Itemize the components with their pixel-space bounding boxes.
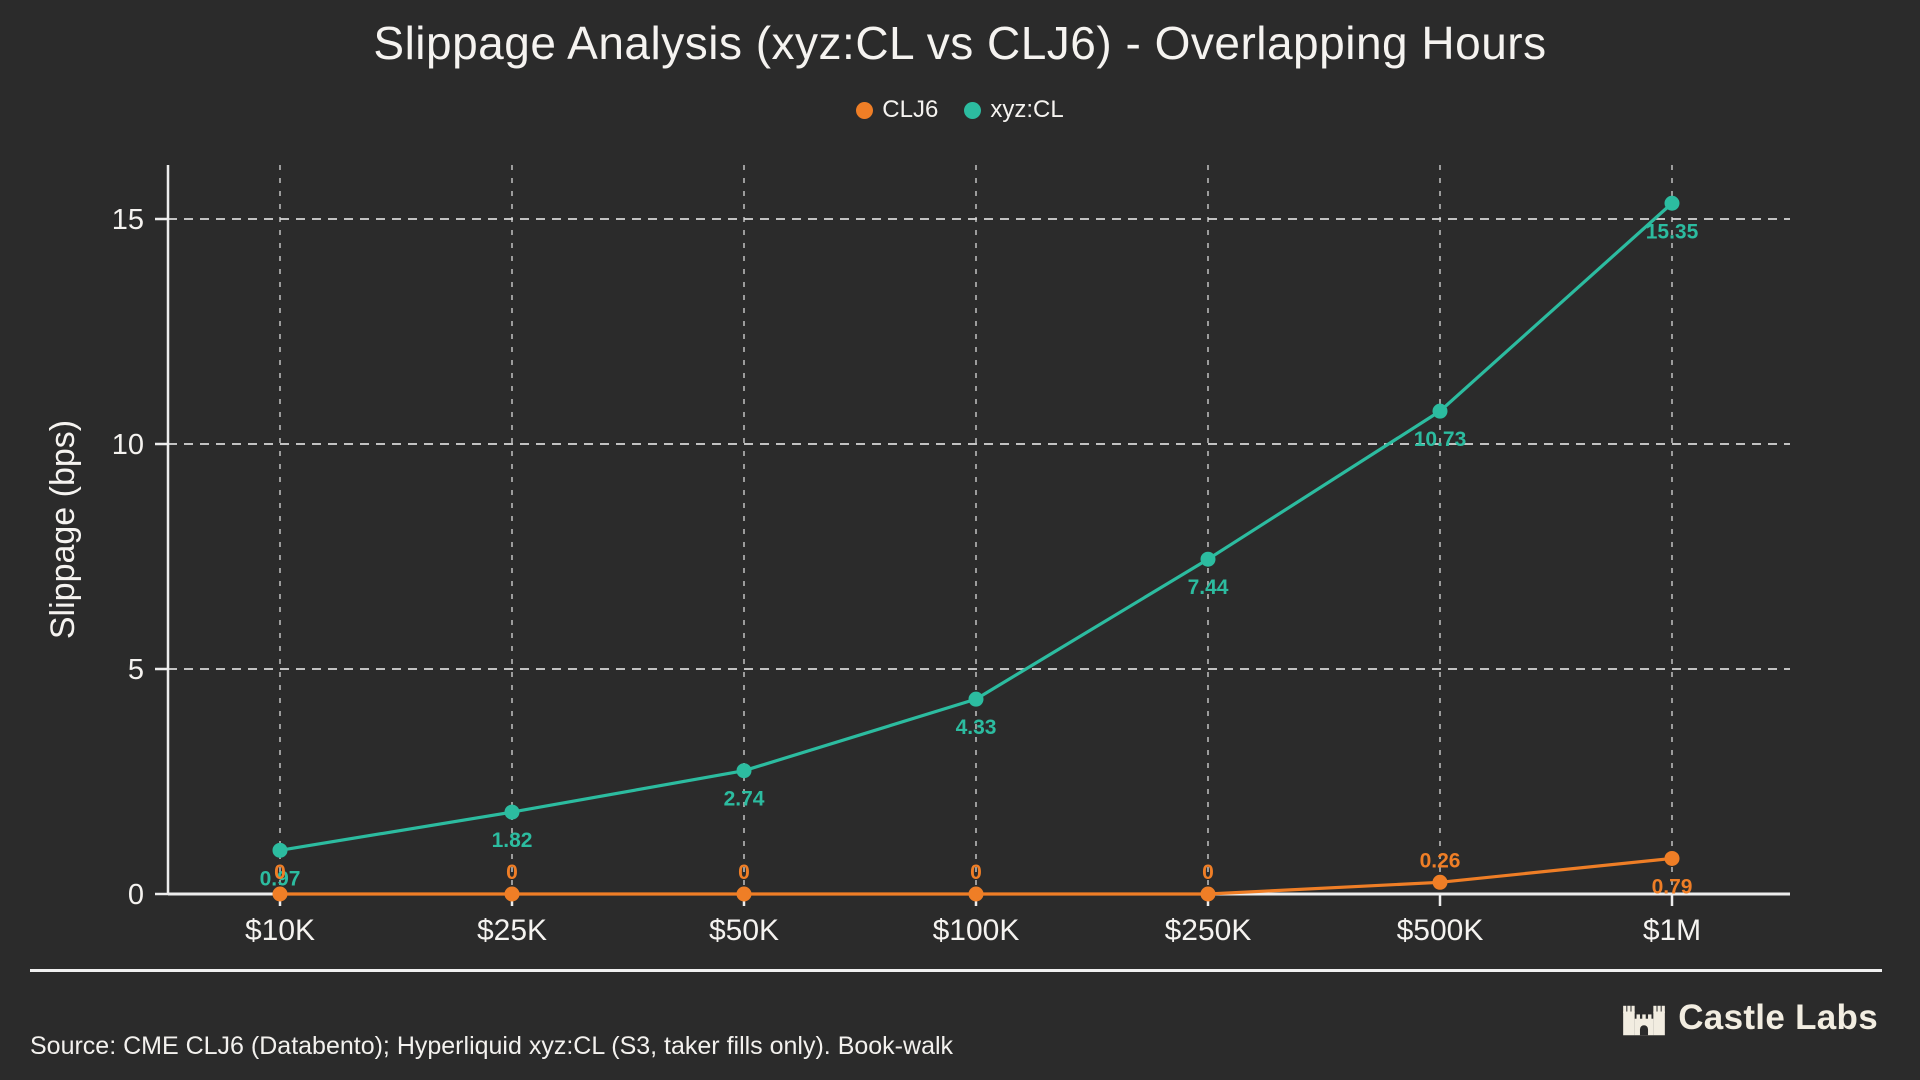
y-tick-label: 5 <box>128 654 144 686</box>
data-point-CLJ6 <box>968 886 984 902</box>
value-label-xyz:CL: 4.33 <box>956 716 997 739</box>
y-axis-title: Slippage (bps) <box>44 420 82 639</box>
chart-title: Slippage Analysis (xyz:CL vs CLJ6) - Ove… <box>373 17 1547 69</box>
legend-item-xyz:CL: xyz:CL <box>964 96 1064 124</box>
chart-legend: CLJ6 xyz:CL <box>0 96 1920 124</box>
castle-icon <box>1623 1005 1666 1036</box>
legend-dot-icon <box>856 101 874 119</box>
value-label-xyz:CL: 0.97 <box>260 867 301 890</box>
x-tick-label: $100K <box>933 914 1020 947</box>
value-label-CLJ6: 0 <box>506 861 518 884</box>
data-point-xyz:CL <box>504 804 520 820</box>
legend-item-CLJ6: CLJ6 <box>856 96 938 124</box>
value-label-CLJ6: 0 <box>970 861 982 884</box>
data-point-xyz:CL <box>1664 195 1680 211</box>
value-label-xyz:CL: 15.35 <box>1646 220 1699 243</box>
data-point-CLJ6 <box>1664 850 1680 866</box>
legend-dot-icon <box>964 101 982 119</box>
source-attribution: Source: CME CLJ6 (Databento); Hyperliqui… <box>30 988 953 1080</box>
legend-label: xyz:CL <box>990 96 1064 123</box>
castle-labs-logo: Castle Labs <box>1621 998 1878 1038</box>
data-point-CLJ6 <box>736 886 752 902</box>
data-point-CLJ6 <box>504 886 520 902</box>
y-tick-label: 0 <box>128 879 144 911</box>
x-tick-label: $50K <box>709 914 779 947</box>
data-point-xyz:CL <box>736 763 752 779</box>
data-point-xyz:CL <box>272 842 288 858</box>
data-point-xyz:CL <box>1432 403 1448 419</box>
x-tick-label: $1M <box>1643 914 1701 947</box>
footer-divider <box>30 969 1882 972</box>
value-label-xyz:CL: 7.44 <box>1188 576 1229 599</box>
value-label-CLJ6: 0 <box>1202 861 1214 884</box>
value-label-xyz:CL: 10.73 <box>1414 428 1467 451</box>
data-point-xyz:CL <box>968 691 984 707</box>
legend-label: CLJ6 <box>882 96 939 123</box>
value-label-xyz:CL: 1.82 <box>492 829 533 852</box>
data-point-xyz:CL <box>1200 551 1216 567</box>
x-tick-label: $25K <box>477 914 547 947</box>
source-line-1: Source: CME CLJ6 (Databento); Hyperliqui… <box>30 1032 954 1060</box>
x-tick-label: $250K <box>1165 914 1252 947</box>
data-point-CLJ6 <box>1432 874 1448 890</box>
x-tick-label: $500K <box>1397 914 1484 947</box>
data-point-CLJ6 <box>272 886 288 902</box>
value-label-xyz:CL: 2.74 <box>724 788 765 811</box>
brand-name: Castle Labs <box>1678 998 1878 1037</box>
y-tick-label: 15 <box>112 204 144 236</box>
data-point-CLJ6 <box>1200 886 1216 902</box>
x-tick-label: $10K <box>245 914 315 947</box>
y-tick-label: 10 <box>112 429 144 461</box>
value-label-CLJ6: 0 <box>738 861 750 884</box>
value-label-CLJ6: 0 <box>274 861 286 884</box>
value-label-CLJ6: 0.26 <box>1420 849 1461 872</box>
value-label-CLJ6: 0.79 <box>1652 875 1693 898</box>
